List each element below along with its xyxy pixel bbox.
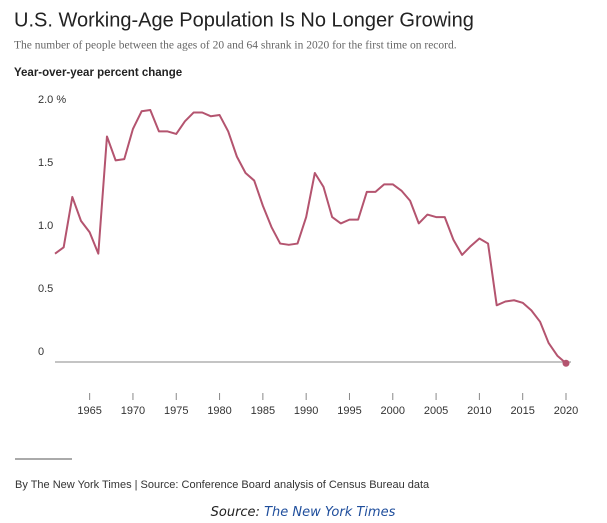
y-tick-label: 1.5 xyxy=(38,157,53,169)
x-tick-label: 1970 xyxy=(121,405,145,417)
y-tick-label: 0 xyxy=(38,346,44,358)
credit: By The New York Times | Source: Conferen… xyxy=(15,479,430,491)
chart-subtitle: The number of people between the ages of… xyxy=(14,40,457,52)
x-tick-label: 2015 xyxy=(510,405,534,417)
x-tick-label: 2000 xyxy=(381,405,405,417)
y-axis-label: Year-over-year percent change xyxy=(14,67,182,79)
x-tick-label: 2005 xyxy=(424,405,448,417)
x-tick-label: 1995 xyxy=(337,405,361,417)
x-tick-label: 1985 xyxy=(251,405,275,417)
x-tick-label: 2010 xyxy=(467,405,491,417)
x-tick-label: 1980 xyxy=(207,405,231,417)
x-tick-label: 2020 xyxy=(554,405,578,417)
x-tick-label: 1965 xyxy=(77,405,101,417)
end-dot xyxy=(562,359,570,367)
y-tick-label: 1.0 xyxy=(38,220,53,232)
y-tick-label: 0.5 xyxy=(38,283,53,295)
source-name: The New York Times xyxy=(264,505,395,520)
source-label: Source: xyxy=(211,505,260,520)
y-tick-label: 2.0 % xyxy=(38,94,66,106)
line xyxy=(54,109,567,365)
x-tick-label: 1990 xyxy=(294,405,318,417)
x-tick-label: 1975 xyxy=(164,405,188,417)
source: Source: The New York Times xyxy=(211,505,396,520)
chart-title: U.S. Working-Age Population Is No Longer… xyxy=(14,9,474,31)
